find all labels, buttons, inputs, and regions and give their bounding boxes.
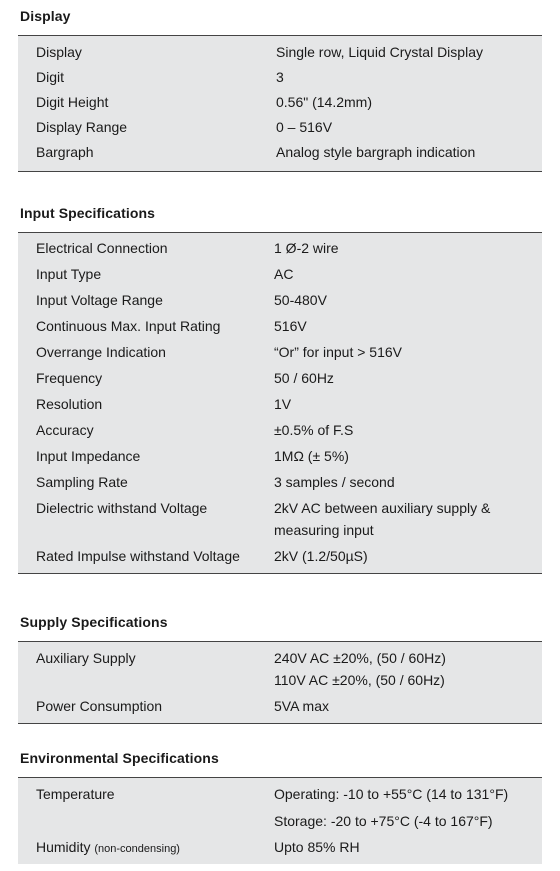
spec-value: 0.56" (14.2mm) — [276, 93, 373, 110]
spec-value: 2kV (1.2/50µS) — [274, 548, 368, 564]
spec-label: Input Voltage Range — [36, 292, 163, 308]
spec-label: Display Range — [36, 118, 128, 135]
spec-row-resolution: Resolution 1V — [18, 391, 542, 417]
spec-row-digit-height: Digit Height 0.56" (14.2mm) — [18, 89, 542, 114]
spec-value: 5VA max — [274, 698, 329, 714]
spec-row-frequency: Frequency 50 / 60Hz — [18, 365, 542, 391]
spec-row-overrange-indication: Overrange Indication “Or” for input > 51… — [18, 339, 542, 365]
section-title-input: Input Specifications — [20, 205, 156, 221]
spec-row-accuracy: Accuracy ±0.5% of F.S — [18, 417, 542, 443]
spec-row-bargraph: Bargraph Analog style bargraph indicatio… — [18, 139, 542, 164]
spec-value: AC — [274, 266, 294, 282]
spec-value: 516V — [274, 318, 307, 334]
spec-label-note: (non-condensing) — [94, 843, 180, 855]
spec-row-dielectric-withstand: Dielectric withstand Voltage 2kV AC betw… — [18, 495, 542, 543]
spec-table-supply: Auxiliary Supply 240V AC ±20%, (50 / 60H… — [18, 641, 542, 724]
spec-value: 1 Ø-2 wire — [274, 240, 339, 256]
spec-value: 240V AC ±20%, (50 / 60Hz) 110V AC ±20%, … — [256, 647, 542, 691]
section-title-supply: Supply Specifications — [20, 614, 168, 630]
spec-label: Digit Height — [36, 93, 109, 110]
spec-row-sampling-rate: Sampling Rate 3 samples / second — [18, 469, 542, 495]
spec-label: Accuracy — [36, 422, 94, 438]
spec-value-line: measuring input — [274, 522, 374, 538]
spec-label: Auxiliary Supply — [36, 650, 136, 666]
spec-label: Input Impedance — [36, 448, 141, 464]
section-display: Display Display Single row, Liquid Cryst… — [18, 6, 542, 172]
spec-value-line: Operating: -10 to +55°C (14 to 131°F) — [274, 786, 509, 802]
spec-row-auxiliary-supply: Auxiliary Supply 240V AC ±20%, (50 / 60H… — [18, 645, 542, 693]
spec-row-display: Display Single row, Liquid Crystal Displ… — [18, 39, 542, 64]
section-title-display: Display — [20, 8, 71, 24]
spec-label: Resolution — [36, 396, 103, 412]
spec-table-input: Electrical Connection 1 Ø-2 wire Input T… — [18, 232, 542, 574]
spec-row-input-type: Input Type AC — [18, 261, 542, 287]
spec-row-digit: Digit 3 — [18, 64, 542, 89]
spec-label-text: Humidity — [36, 839, 91, 855]
spec-label: Input Type — [36, 266, 102, 282]
spec-row-electrical-connection: Electrical Connection 1 Ø-2 wire — [18, 235, 542, 261]
spec-value: 50-480V — [274, 292, 327, 308]
spec-label: Dielectric withstand Voltage — [36, 500, 208, 516]
spec-value: Single row, Liquid Crystal Display — [276, 43, 483, 60]
spec-row-continuous-max-input: Continuous Max. Input Rating 516V — [18, 313, 542, 339]
section-supply: Supply Specifications Auxiliary Supply 2… — [18, 612, 542, 724]
spec-value-line: Storage: -20 to +75°C (-4 to 167°F) — [274, 813, 493, 829]
spec-value: 3 — [276, 68, 284, 85]
section-input: Input Specifications Electrical Connecti… — [18, 203, 542, 574]
spec-value: 1V — [274, 396, 292, 412]
spec-table-display: Display Single row, Liquid Crystal Displ… — [18, 35, 542, 172]
spec-value: ±0.5% of F.S — [274, 422, 354, 438]
spec-label: Electrical Connection — [36, 240, 168, 256]
spec-value: Operating: -10 to +55°C (14 to 131°F) St… — [256, 783, 542, 832]
spec-value: 2kV AC between auxiliary supply & measur… — [256, 497, 542, 541]
spec-value: Upto 85% RH — [274, 839, 360, 855]
spec-label: Continuous Max. Input Rating — [36, 318, 221, 334]
spec-value: Analog style bargraph indication — [276, 143, 476, 160]
spec-value: 50 / 60Hz — [274, 370, 334, 386]
spec-label: Bargraph — [36, 143, 94, 160]
spec-value: 3 samples / second — [274, 474, 395, 490]
spec-row-rated-impulse: Rated Impulse withstand Voltage 2kV (1.2… — [18, 543, 542, 569]
spec-value-line: 2kV AC between auxiliary supply & — [274, 500, 491, 516]
section-environmental: Environmental Specifications Temperature… — [18, 748, 542, 864]
section-title-environmental: Environmental Specifications — [20, 750, 219, 766]
spec-label: Digit — [36, 68, 65, 85]
spec-label: Rated Impulse withstand Voltage — [36, 548, 240, 564]
spec-row-input-impedance: Input Impedance 1MΩ (± 5%) — [18, 443, 542, 469]
spec-label: Frequency — [36, 370, 103, 386]
spec-row-input-voltage-range: Input Voltage Range 50-480V — [18, 287, 542, 313]
spec-row-power-consumption: Power Consumption 5VA max — [18, 693, 542, 719]
spec-value-line: 240V AC ±20%, (50 / 60Hz) — [274, 650, 446, 666]
spec-value-line: 110V AC ±20%, (50 / 60Hz) — [274, 672, 445, 688]
spec-value: 0 – 516V — [276, 118, 333, 135]
spec-label: Display — [36, 43, 82, 60]
spec-row-display-range: Display Range 0 – 516V — [18, 114, 542, 139]
spec-value: 1MΩ (± 5%) — [274, 448, 349, 464]
spec-label: Power Consumption — [36, 698, 163, 714]
spec-label: Temperature — [36, 786, 115, 802]
spec-label: Overrange Indication — [36, 344, 166, 360]
spec-row-temperature: Temperature Operating: -10 to +55°C (14 … — [18, 781, 542, 834]
spec-table-environmental: Temperature Operating: -10 to +55°C (14 … — [18, 777, 542, 864]
spec-label: Humidity (non-condensing) — [18, 836, 256, 860]
spec-value: “Or” for input > 516V — [274, 344, 403, 360]
spec-label: Sampling Rate — [36, 474, 128, 490]
spec-row-humidity: Humidity (non-condensing) Upto 85% RH — [18, 834, 542, 862]
